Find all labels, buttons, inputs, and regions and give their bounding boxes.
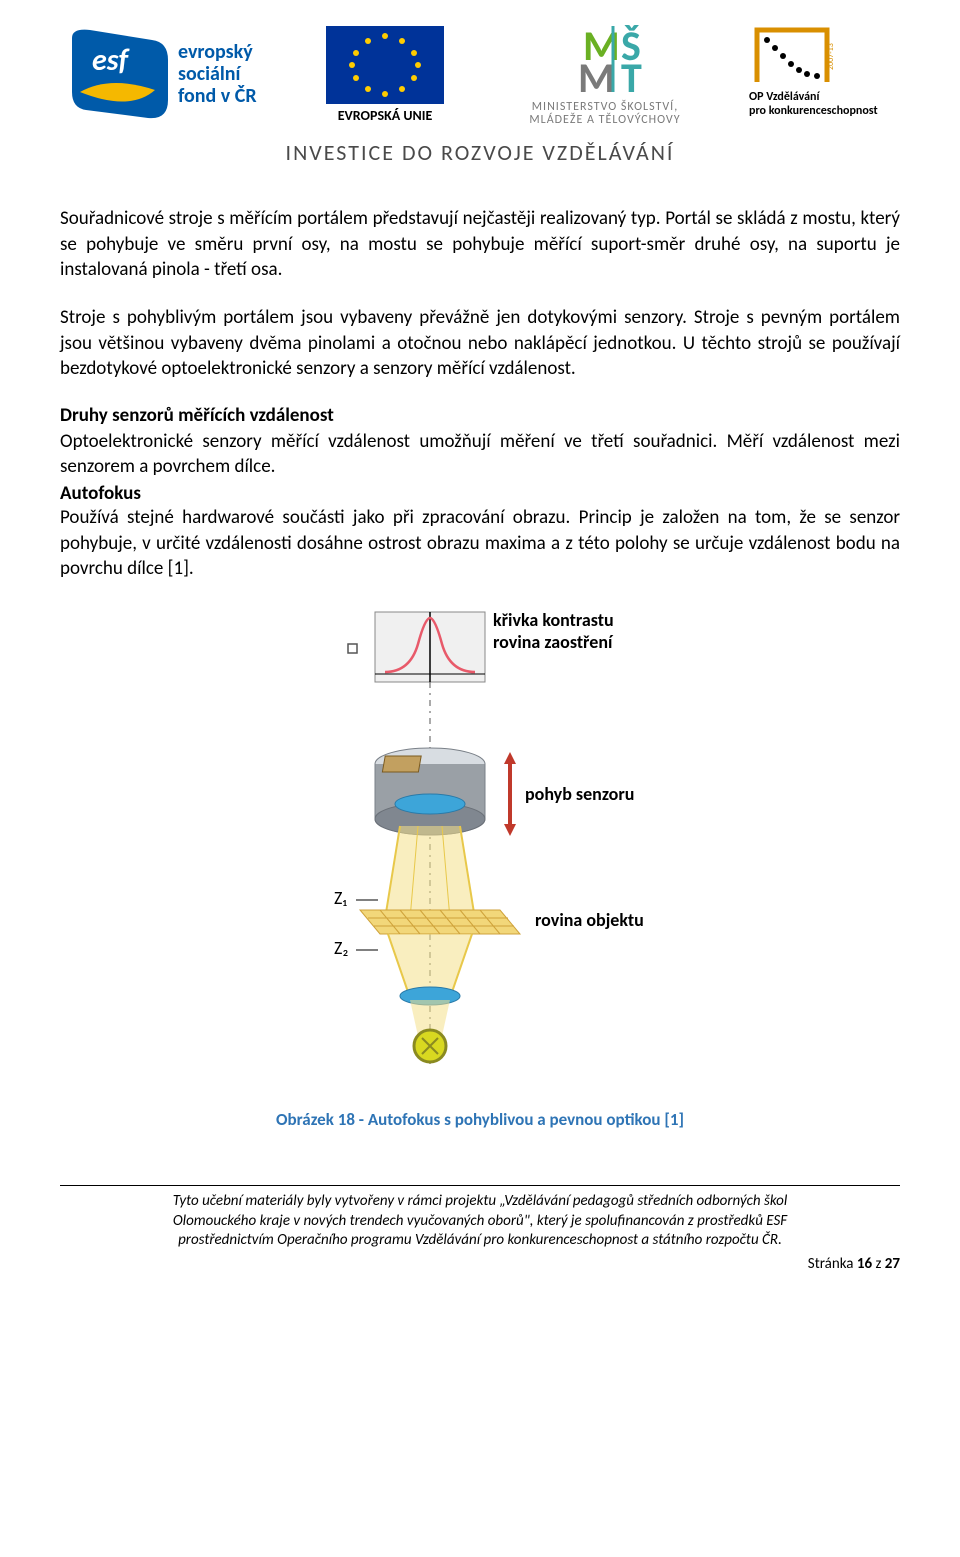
esf-badge-text: esf [92,42,131,79]
footer-rule [60,1185,900,1186]
op-line1: OP Vzdělávání [749,90,820,104]
footer-line2: Olomouckého kraje v nových trendech vyuč… [173,1212,787,1230]
heading-autofocus: Autofokus [60,482,900,505]
header-tagline: INVESTICE DO ROZVOJE VZDĚLÁVÁNÍ [60,139,900,166]
msmt-line2: MLÁDEŽE A TĚLOVÝCHOVY [530,112,681,125]
label-z2: Z₂ [334,937,348,959]
paragraph-3: Optoelektronické senzory měřící vzdáleno… [60,429,900,480]
footer-line3: prostřednictvím Operačního programu Vzdě… [178,1231,782,1249]
eu-logo: EVROPSKÁ UNIE [302,20,467,125]
eu-label: EVROPSKÁ UNIE [337,107,432,124]
label-z1: Z₁ [334,887,347,909]
label-object-plane: rovina objektu [535,909,644,931]
op-logo: 2007-13 OP Vzdělávání pro konkurencescho… [745,20,900,125]
page-current: 16 [857,1255,872,1273]
label-contrast: křivka kontrastu [493,609,614,631]
figure-caption: Obrázek 18 - Autofokus s pohyblivou a pe… [60,1109,900,1130]
page-total: 27 [885,1255,900,1273]
paragraph-2: Stroje s pohyblivým portálem jsou vybave… [60,305,900,382]
op-line2: pro konkurenceschopnost [749,104,878,118]
paragraph-4: Používá stejné hardwarové součásti jako … [60,505,900,582]
esf-line1: evropský [178,40,253,64]
esf-line3: fond v ČR [178,84,257,108]
page-label: Stránka [808,1255,857,1273]
footer-line1: Tyto učební materiály byly vytvořeny v r… [173,1192,788,1210]
footer-text: Tyto učební materiály byly vytvořeny v r… [60,1192,900,1251]
msmt-logo: M Š M T MINISTERSTVO ŠKOLSTVÍ, MLÁDEŽE A… [483,20,728,125]
heading-sensors: Druhy senzorů měřících vzdálenost [60,404,900,427]
figure-autofocus: křivka kontrastu rovina zaostření pohyb … [60,604,900,1079]
header-logos: esf evropský sociální fond v ČR EVROPSKÁ… [60,20,900,125]
page-root: esf evropský sociální fond v ČR EVROPSKÁ… [0,0,960,1303]
paragraph-1: Souřadnicové stroje s měřícím portálem p… [60,206,900,283]
svg-text:T: T [621,53,642,104]
label-sensor-move: pohyb senzoru [525,783,634,805]
svg-text:M: M [578,53,615,104]
page-number: Stránka 16 z 27 [60,1255,900,1273]
page-sep: z [872,1255,885,1273]
label-focus-plane: rovina zaostření [493,631,614,653]
esf-line2: sociální [178,62,242,86]
msmt-line1: MINISTERSTVO ŠKOLSTVÍ, [532,99,678,114]
esf-logo: esf evropský sociální fond v ČR [60,20,285,125]
op-year: 2007-13 [826,43,836,70]
